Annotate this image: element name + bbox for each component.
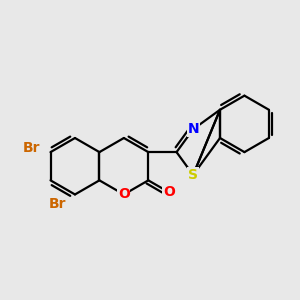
Text: Br: Br (22, 141, 40, 155)
Text: N: N (187, 122, 199, 136)
Text: Br: Br (49, 197, 67, 211)
Text: O: O (118, 188, 130, 202)
Text: O: O (163, 185, 175, 199)
Text: S: S (188, 168, 198, 182)
